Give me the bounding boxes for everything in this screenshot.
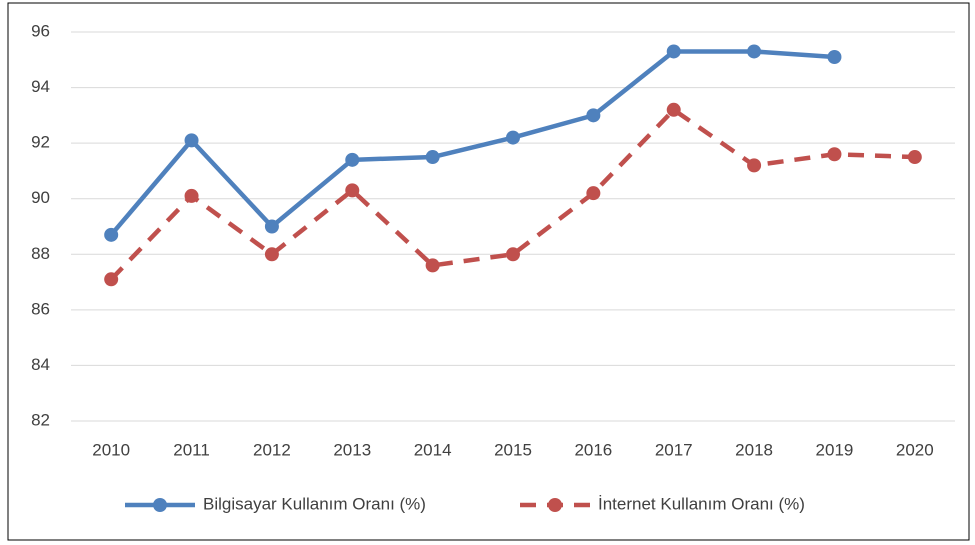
data-point — [506, 130, 520, 145]
x-tick-label: 2019 — [816, 440, 854, 459]
x-tick-label: 2011 — [173, 440, 210, 459]
y-tick-label: 96 — [31, 21, 50, 40]
y-tick-label: 82 — [31, 410, 50, 429]
y-tick-label: 86 — [31, 299, 50, 318]
x-tick-label: 2014 — [414, 440, 452, 459]
data-point — [586, 186, 601, 201]
x-tick-label: 2017 — [655, 440, 693, 459]
legend-marker — [548, 498, 562, 512]
data-point — [104, 272, 119, 287]
legend-label: Bilgisayar Kullanım Oranı (%) — [203, 494, 426, 513]
series-line — [109, 49, 835, 237]
x-tick-label: 2018 — [735, 440, 773, 459]
data-point — [184, 188, 199, 203]
x-tick-label: 2013 — [333, 440, 371, 459]
x-tick-label: 2015 — [494, 440, 532, 459]
y-tick-label: 84 — [31, 355, 50, 374]
series-line — [109, 107, 915, 281]
legend-marker — [153, 498, 167, 512]
y-tick-label: 90 — [31, 188, 50, 207]
data-point — [104, 227, 119, 242]
y-tick-label: 94 — [31, 77, 50, 96]
legend-label: İnternet Kullanım Oranı (%) — [598, 494, 805, 513]
data-point — [747, 158, 762, 173]
y-tick-label: 88 — [31, 244, 50, 263]
data-point — [827, 147, 842, 162]
x-tick-label: 2012 — [253, 440, 291, 459]
data-point — [586, 108, 601, 123]
data-point — [747, 44, 762, 59]
data-point — [827, 50, 842, 65]
data-point — [184, 133, 199, 148]
y-tick-label: 92 — [31, 133, 50, 152]
x-tick-label: 2016 — [574, 440, 612, 459]
data-point — [425, 258, 440, 273]
x-tick-label: 2010 — [92, 440, 130, 459]
data-point — [666, 44, 681, 59]
data-point — [264, 247, 279, 262]
data-point — [345, 183, 360, 198]
chart-frame — [7, 2, 970, 541]
data-point — [264, 219, 279, 234]
data-point — [666, 102, 681, 117]
data-point — [907, 150, 922, 165]
data-point — [345, 152, 360, 167]
x-tick-label: 2020 — [896, 440, 934, 459]
data-point — [425, 150, 440, 165]
data-point — [506, 247, 520, 262]
